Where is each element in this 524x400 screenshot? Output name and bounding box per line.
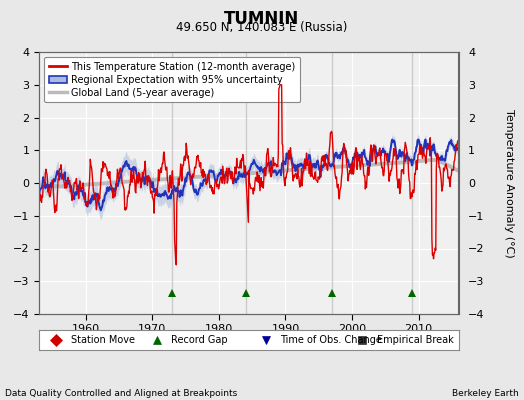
Text: TUMNIN: TUMNIN: [224, 10, 300, 28]
Text: Station Move: Station Move: [71, 335, 135, 345]
Legend: This Temperature Station (12-month average), Regional Expectation with 95% uncer: This Temperature Station (12-month avera…: [44, 57, 300, 102]
Text: 49.650 N, 140.083 E (Russia): 49.650 N, 140.083 E (Russia): [176, 21, 348, 34]
Text: Berkeley Earth: Berkeley Earth: [452, 389, 519, 398]
Text: Empirical Break: Empirical Break: [377, 335, 453, 345]
Text: Data Quality Controlled and Aligned at Breakpoints: Data Quality Controlled and Aligned at B…: [5, 389, 237, 398]
Y-axis label: Temperature Anomaly (°C): Temperature Anomaly (°C): [504, 109, 514, 257]
Text: Record Gap: Record Gap: [171, 335, 228, 345]
Text: Time of Obs. Change: Time of Obs. Change: [280, 335, 382, 345]
